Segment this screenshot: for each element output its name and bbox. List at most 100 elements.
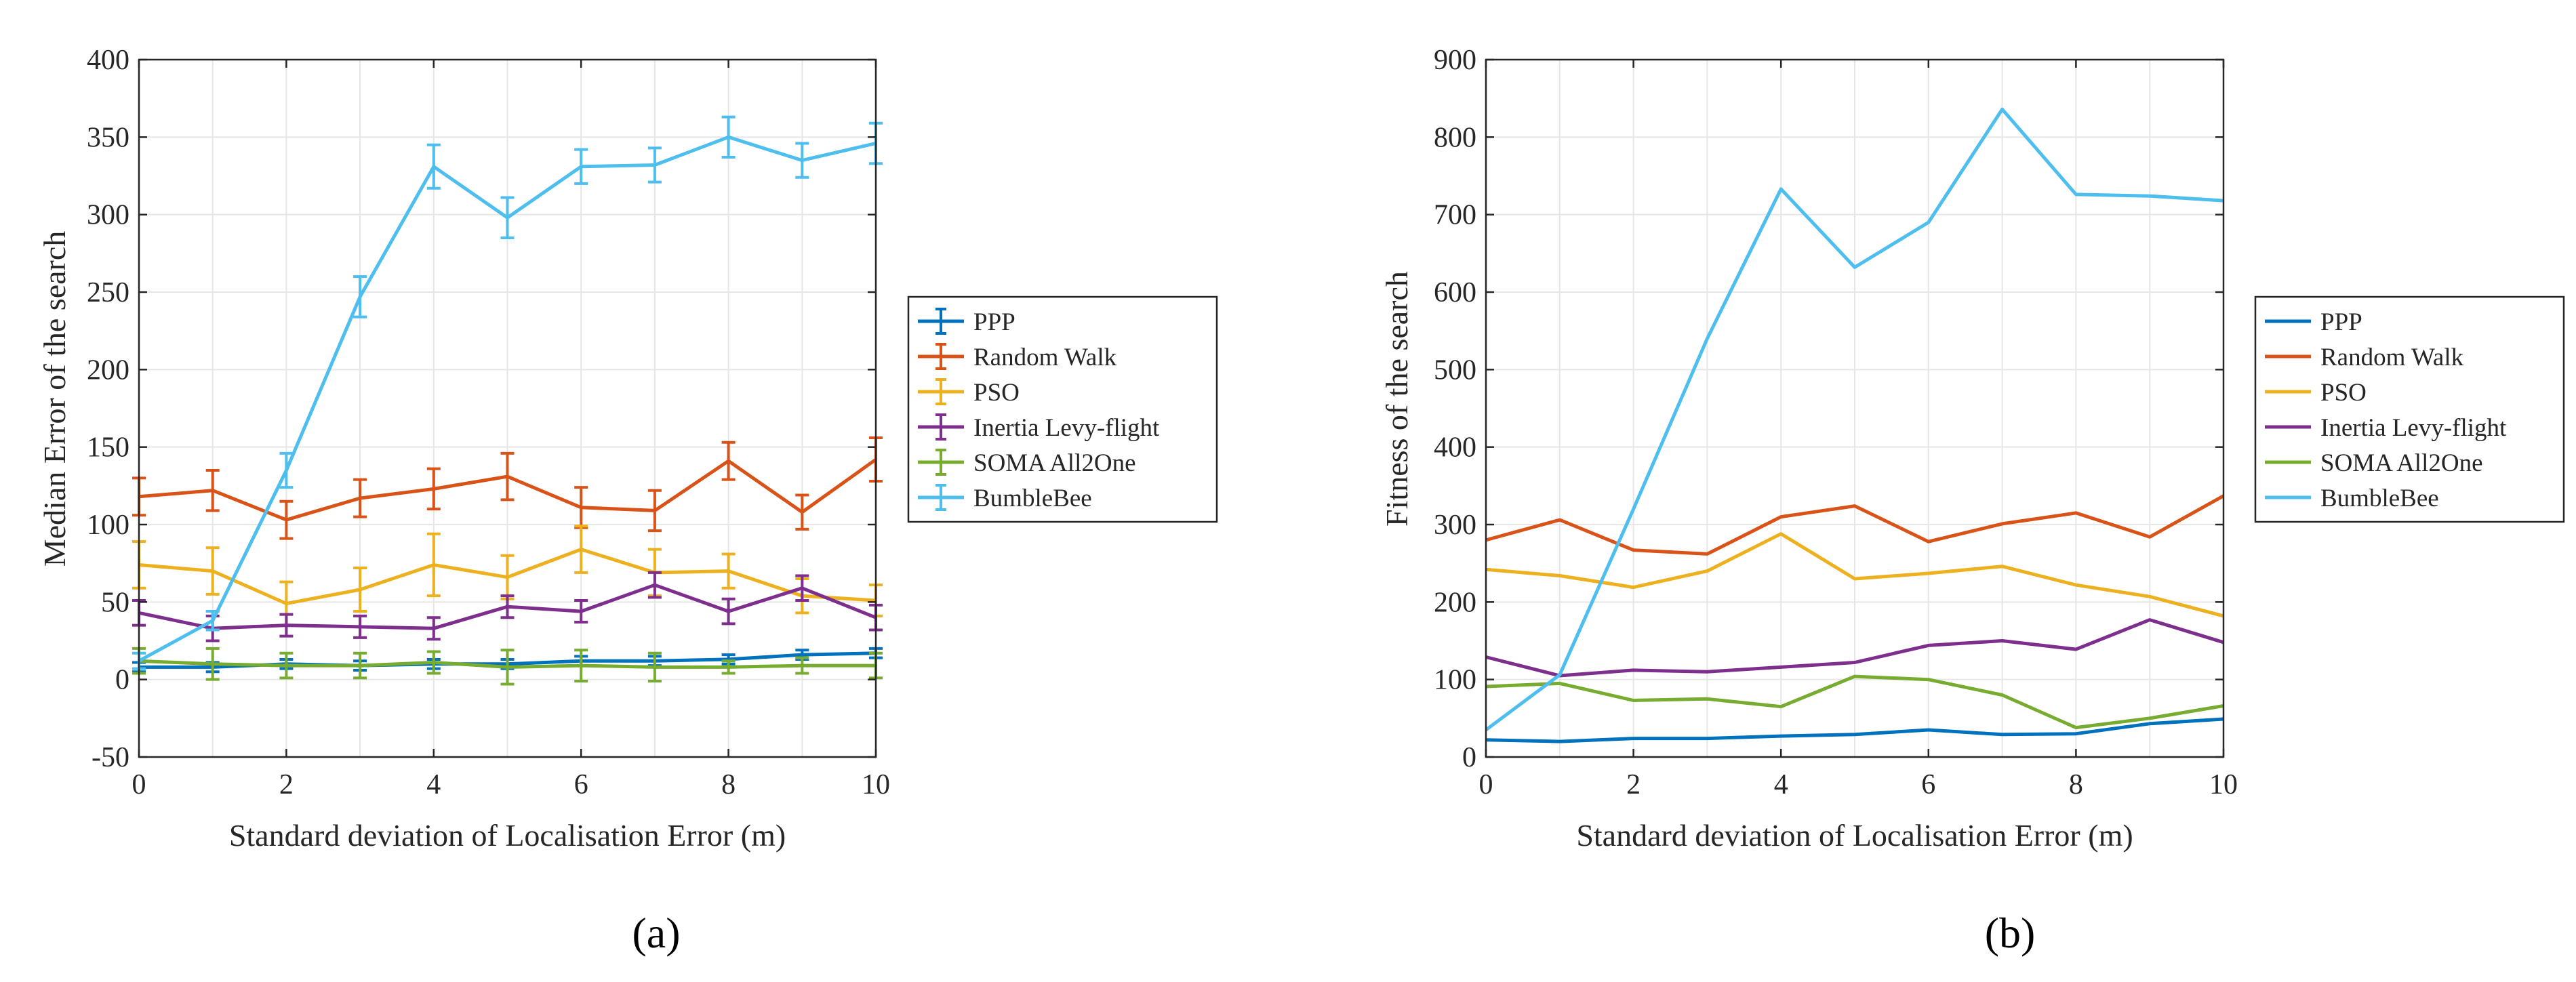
legend-label: Inertia Levy-flight [973, 414, 1160, 442]
legend-label: BumbleBee [2320, 485, 2439, 512]
series-line-inertia-levy-flight [1485, 618, 2224, 678]
panel-label-b: (b) [1985, 909, 2036, 957]
error-bar-soma-all2one [426, 650, 441, 675]
legend-item-ppp: PPP [918, 308, 1015, 336]
error-bar-inertia-levy-flight [795, 574, 809, 602]
y-tick-label: 200 [1434, 587, 1476, 618]
series-pso-b [1485, 532, 2224, 618]
error-bar-soma-all2one [279, 651, 294, 680]
y-tick-label: 100 [87, 510, 129, 541]
error-bar-inertia-levy-flight [500, 594, 515, 619]
y-tick-label: 0 [115, 665, 129, 696]
error-bar-pso [574, 525, 588, 574]
grid-b [1486, 60, 2223, 757]
x-axis-label-a: Standard deviation of Localisation Error… [229, 818, 786, 853]
error-bar-random-walk [500, 451, 515, 502]
y-ticks-b: 0 100 200 300 400 500 600 700 800 900 [1434, 45, 2223, 773]
y-tick-label: 700 [1434, 200, 1476, 231]
legend-label: PSO [973, 379, 1020, 407]
legend-label: Random Walk [2320, 344, 2464, 371]
x-tick-label: 2 [279, 769, 294, 800]
legend-item-soma-all2one: SOMA All2One [918, 449, 1136, 477]
error-bar-random-walk [205, 468, 220, 512]
error-bar-inertia-levy-flight [353, 614, 367, 639]
y-tick-label: 800 [1434, 122, 1476, 153]
series-layer-b [1485, 107, 2225, 743]
legend-label: BumbleBee [973, 485, 1092, 512]
y-tick-label: 200 [87, 354, 129, 386]
chart-b: 0 100 200 300 400 500 600 700 800 900 0 2 4 6 8 10 Sta… [1380, 45, 2565, 957]
legend-label: SOMA All2One [973, 449, 1136, 477]
error-bar-bumblebee [574, 148, 588, 185]
legend-label: PPP [973, 308, 1015, 336]
legend-item-soma-all2one: SOMA All2One [2265, 449, 2483, 477]
error-bar-inertia-levy-flight [721, 597, 736, 626]
x-tick-label: 0 [132, 769, 146, 800]
y-tick-label: 0 [1462, 742, 1476, 773]
legend-label: PSO [2320, 379, 2367, 407]
error-bar-pso [721, 552, 736, 590]
legend-item-pso: PSO [2265, 379, 2367, 407]
legend-item-bumblebee: BumbleBee [2265, 485, 2439, 512]
x-ticks-b: 0 2 4 6 8 10 [1479, 60, 2238, 800]
y-tick-label: 900 [1434, 45, 1476, 76]
legend-item-inertia-levy-flight: Inertia Levy-flight [918, 413, 1160, 442]
y-axis-label-b: Fitness of the search [1380, 271, 1414, 527]
y-tick-label: 350 [87, 122, 129, 153]
legend-item-inertia-levy-flight: Inertia Levy-flight [2265, 414, 2507, 442]
legend-label: Random Walk [973, 344, 1117, 371]
plot-frame-b [1485, 58, 2225, 758]
y-tick-label: 250 [87, 277, 129, 308]
error-bar-pso [205, 546, 220, 596]
y-tick-label: 150 [87, 432, 129, 464]
y-tick-label: 300 [87, 200, 129, 231]
y-tick-label: 400 [1434, 432, 1476, 464]
x-tick-label: 0 [1479, 769, 1493, 800]
error-bar-random-walk [721, 441, 736, 481]
error-bar-bumblebee [205, 610, 220, 632]
series-bumblebee-b [1485, 107, 2224, 732]
legend-box-b [2254, 295, 2565, 523]
error-bar-bumblebee [721, 115, 736, 159]
x-tick-label: 2 [1626, 769, 1641, 800]
x-axis-label-b: Standard deviation of Localisation Error… [1576, 818, 2133, 853]
error-bar-random-walk [647, 489, 662, 533]
error-bar-soma-all2one [500, 649, 515, 686]
series-line-bumblebee [1485, 107, 2224, 732]
y-tick-label: 600 [1434, 277, 1476, 308]
error-bar-soma-all2one [795, 656, 809, 675]
error-bar-bumblebee [279, 451, 294, 489]
legend-item-pso: PSO [918, 378, 1020, 407]
panel-label-a: (a) [632, 909, 680, 957]
x-tick-label: 6 [574, 769, 588, 800]
x-tick-label: 10 [862, 769, 890, 800]
legend-label: PPP [2320, 308, 2362, 336]
x-tick-label: 8 [2069, 769, 2083, 800]
error-bar-soma-all2one [205, 647, 220, 681]
series-random-walk-b [1485, 494, 2225, 556]
error-bar-inertia-levy-flight [647, 571, 662, 599]
legend-item-ppp: PPP [2265, 308, 2362, 336]
legend-item-random-walk: Random Walk [2265, 344, 2464, 371]
legend-box-a [907, 295, 1218, 523]
error-bar-random-walk [426, 467, 441, 511]
x-ticks-a: 0 2 4 6 8 10 [132, 60, 890, 800]
series-line-soma-all2one [1485, 674, 2224, 730]
y-tick-label: 300 [1434, 510, 1476, 541]
series-line-ppp [1485, 717, 2224, 743]
legend-item-random-walk: Random Walk [918, 343, 1117, 371]
legend-b: PPP Random Walk PSO Inertia Levy-flight SOMA… [2254, 295, 2565, 523]
legend-label: SOMA All2One [2320, 449, 2483, 477]
series-line-pso [1485, 532, 2224, 618]
series-line-random-walk [1485, 494, 2225, 556]
error-bar-random-walk [353, 478, 367, 518]
x-tick-label: 4 [1774, 769, 1788, 800]
series-ppp-b [1485, 717, 2224, 743]
error-bar-random-walk [279, 499, 294, 540]
error-bar-soma-all2one [721, 659, 736, 675]
error-bar-bumblebee [500, 196, 515, 239]
error-bar-inertia-levy-flight [426, 616, 441, 641]
